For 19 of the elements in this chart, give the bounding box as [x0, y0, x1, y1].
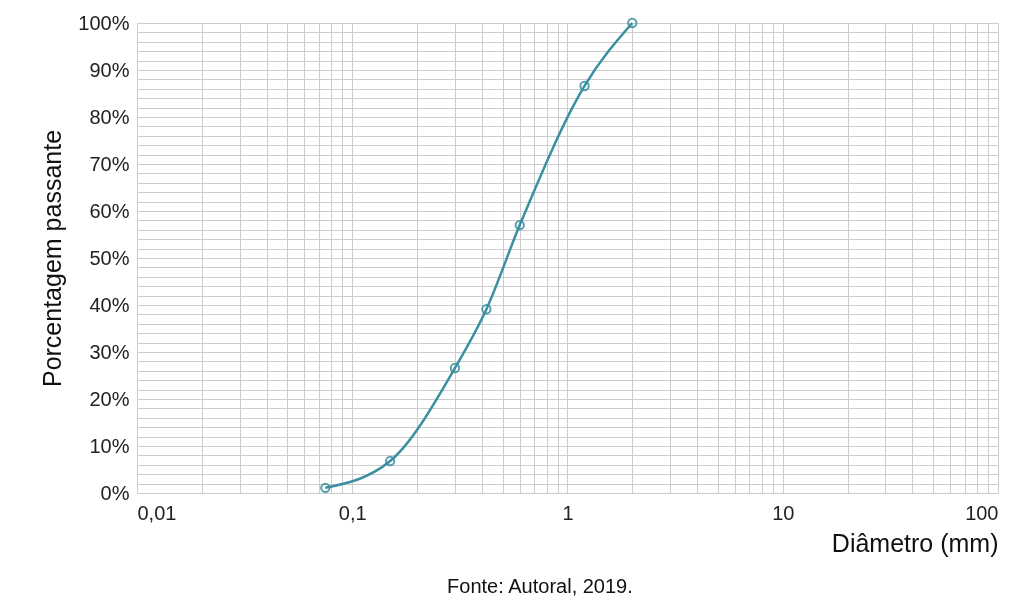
x-tick-label: 10	[772, 501, 795, 524]
x-tick-label: 100	[965, 501, 999, 524]
y-tick-label: 20%	[89, 387, 130, 410]
y-tick-label: 60%	[89, 199, 130, 222]
y-tick-label: 90%	[89, 58, 130, 81]
y-tick-label: 100%	[78, 11, 130, 34]
x-tick-label: 0,01	[137, 501, 177, 524]
y-axis-title: Porcentagem passante	[38, 129, 67, 388]
y-tick-label: 40%	[89, 293, 130, 316]
x-tick-label: 1	[562, 501, 574, 524]
y-tick-label: 10%	[89, 434, 130, 457]
y-tick-label: 80%	[89, 105, 130, 128]
y-tick-label: 0%	[100, 481, 130, 504]
source-note: Fonte: Autoral, 2019.	[447, 575, 633, 597]
y-tick-label: 50%	[89, 246, 130, 269]
y-tick-label: 70%	[89, 152, 130, 175]
x-tick-label: 0,1	[338, 501, 367, 524]
y-tick-label: 30%	[89, 340, 130, 363]
x-axis-title: Diâmetro (mm)	[831, 528, 999, 557]
